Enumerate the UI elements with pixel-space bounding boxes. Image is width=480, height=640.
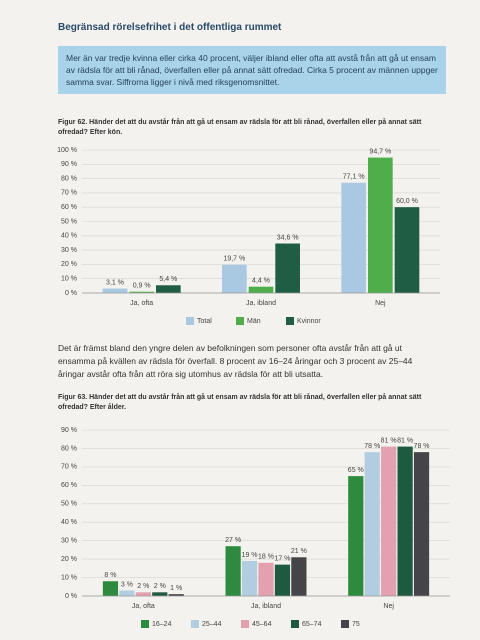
y-tick-label: 90 %: [61, 427, 77, 434]
bar: [119, 590, 135, 596]
bar: [397, 446, 413, 596]
x-tick-label: Ja, ibland: [246, 300, 276, 307]
y-tick-label: 20 %: [61, 556, 77, 563]
legend-label: Män: [247, 318, 261, 325]
value-label: 77,1 %: [343, 174, 365, 181]
value-label: 27 %: [225, 537, 241, 544]
bar: [291, 557, 307, 596]
y-tick-label: 50 %: [61, 218, 77, 225]
legend-label: 75: [352, 621, 360, 628]
value-label: 65 %: [348, 467, 364, 474]
y-tick-label: 60 %: [61, 482, 77, 489]
value-label: 34,6 %: [277, 234, 299, 241]
x-tick-label: Ja, ofta: [130, 300, 153, 307]
y-tick-label: 30 %: [61, 538, 77, 545]
bar: [258, 562, 274, 596]
value-label: 5,4 %: [159, 276, 177, 283]
y-tick-label: 40 %: [61, 519, 77, 526]
bar: [129, 291, 154, 293]
value-label: 1 %: [170, 585, 182, 592]
chart: 0 % 10 % 20 % 30 % 40 % 50 % 60 % 70 % 80 % 90 % 1…: [57, 147, 440, 325]
y-tick-label: 90 %: [61, 161, 77, 168]
bar: [155, 285, 181, 293]
legend-swatch: [286, 317, 294, 325]
value-label: 81 %: [381, 437, 397, 444]
bar: [413, 452, 430, 596]
value-label: 21 %: [291, 548, 307, 555]
bar: [152, 592, 168, 596]
highlight-box: Mer än var tredje kvinna eller cirka 40 …: [58, 46, 446, 94]
legend-swatch: [141, 620, 149, 628]
y-tick-label: 10 %: [61, 276, 77, 283]
value-label: 60,0 %: [396, 198, 418, 205]
value-label: 4,4 %: [252, 278, 270, 285]
x-tick-label: Ja, ibland: [251, 603, 281, 610]
y-tick-label: 70 %: [61, 464, 77, 471]
value-label: 81 %: [397, 437, 413, 444]
bar: [102, 581, 119, 596]
legend-swatch: [236, 317, 244, 325]
bar: [381, 446, 397, 596]
y-tick-label: 10 %: [61, 574, 77, 581]
value-label: 3,1 %: [106, 279, 124, 286]
x-tick-label: Nej: [383, 603, 394, 610]
section-title: Begränsad rörelsefrihet i det offentliga…: [58, 22, 282, 33]
figure-caption: Figur 62. Händer det att du avstår från …: [58, 119, 422, 136]
legend-label: 65–74: [302, 621, 322, 628]
legend-swatch: [191, 620, 199, 628]
y-tick-label: 80 %: [61, 445, 77, 452]
y-tick-label: 50 %: [61, 501, 77, 508]
paragraph: Det är främst bland den yngre delen av b…: [58, 343, 413, 379]
legend-swatch: [186, 317, 194, 325]
bar: [222, 264, 247, 293]
bar: [102, 288, 128, 293]
x-tick-label: Nej: [375, 300, 386, 307]
legend-swatch: [241, 620, 249, 628]
legend-swatch: [341, 620, 349, 628]
legend-label: Total: [197, 318, 212, 325]
value-label: 2 %: [154, 583, 166, 590]
value-label: 3 %: [121, 581, 133, 588]
y-tick-label: 70 %: [61, 190, 77, 197]
legend-swatch: [291, 620, 299, 628]
bar: [341, 182, 367, 293]
bar: [248, 286, 274, 293]
bar: [168, 594, 184, 596]
legend-label: Kvinnor: [297, 318, 321, 325]
bar: [348, 476, 364, 596]
bar: [364, 452, 380, 596]
value-label: 19 %: [242, 552, 258, 559]
bar: [135, 592, 151, 596]
value-label: 94,7 %: [369, 148, 391, 155]
value-label: 78 %: [414, 443, 430, 450]
figure-caption: Figur 63. Händer det att du avstår från …: [58, 394, 422, 411]
bar: [394, 207, 420, 293]
value-label: 0,9 %: [133, 283, 151, 290]
bar: [275, 243, 300, 293]
y-tick-label: 40 %: [61, 233, 77, 240]
y-tick-label: 30 %: [61, 247, 77, 254]
y-tick-label: 0 %: [65, 593, 77, 600]
bar: [368, 157, 393, 293]
legend-label: 45–64: [252, 621, 272, 628]
value-label: 8 %: [104, 572, 116, 579]
y-tick-label: 20 %: [61, 261, 77, 268]
x-tick-label: Ja, ofta: [132, 603, 155, 610]
bar: [274, 564, 291, 596]
chart: 0 % 10 % 20 % 30 % 40 % 50 % 60 % 70 % 80 % 90 % J…: [61, 427, 450, 628]
bar: [241, 560, 258, 596]
value-label: 78 %: [364, 443, 380, 450]
value-label: 18 %: [258, 554, 274, 561]
legend-label: 25–44: [202, 621, 222, 628]
value-label: 17 %: [274, 555, 290, 562]
legend-label: 16–24: [152, 621, 172, 628]
value-label: 2 %: [137, 583, 149, 590]
y-tick-label: 0 %: [65, 290, 77, 297]
value-label: 19,7 %: [223, 256, 245, 263]
y-tick-label: 100 %: [57, 147, 77, 154]
bar: [225, 546, 241, 596]
y-tick-label: 60 %: [61, 204, 77, 211]
y-tick-label: 80 %: [61, 175, 77, 182]
